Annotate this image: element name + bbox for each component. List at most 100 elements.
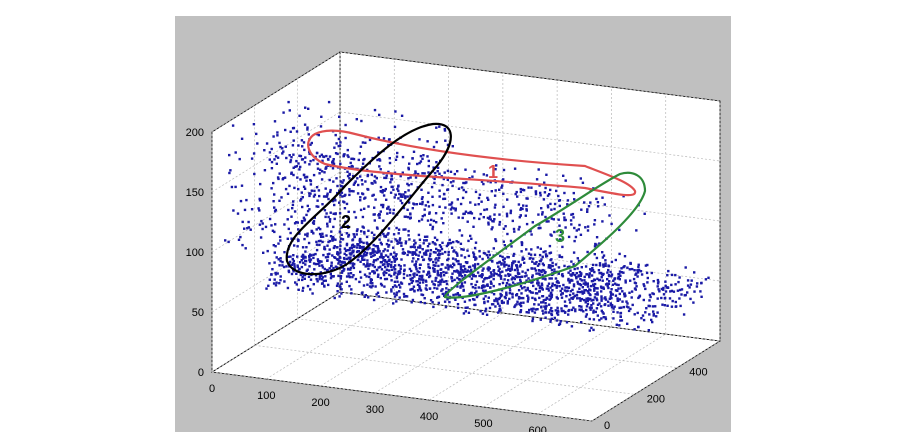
scatter-point <box>563 216 566 219</box>
z-tick-label: 100 <box>186 247 204 259</box>
scatter-point <box>354 180 357 183</box>
scatter-point <box>382 137 386 140</box>
scatter-point <box>326 222 329 225</box>
scatter-point <box>446 263 449 267</box>
scatter-point <box>374 244 377 248</box>
scatter-point <box>397 232 400 235</box>
scatter-point <box>329 235 333 238</box>
scatter-point <box>395 291 399 294</box>
scatter-point <box>308 194 311 198</box>
scatter-point <box>497 261 501 264</box>
scatter-point <box>306 209 310 213</box>
scatter-point <box>545 287 548 290</box>
scatter-point <box>332 246 336 250</box>
scatter-point <box>434 251 437 254</box>
scatter-point <box>554 263 558 266</box>
scatter-point <box>299 273 302 277</box>
scatter-point <box>614 258 617 262</box>
scatter-point <box>356 177 359 180</box>
scatter-point <box>437 264 440 268</box>
scatter-point <box>587 205 591 208</box>
scatter-point <box>236 212 240 215</box>
scatter-point <box>451 246 454 249</box>
scatter-point <box>590 326 593 330</box>
scatter-point <box>563 218 566 222</box>
scatter-point <box>387 205 390 209</box>
scatter-point <box>372 254 375 257</box>
scatter-point <box>420 218 424 221</box>
scatter-point <box>502 178 505 181</box>
scatter-point <box>639 270 643 273</box>
scatter-point <box>550 295 553 299</box>
scatter-point <box>487 266 490 269</box>
scatter-point <box>303 219 306 222</box>
scatter-point <box>321 276 324 279</box>
scatter-point <box>344 193 347 197</box>
scatter-point <box>287 208 290 212</box>
scatter-point <box>598 278 601 282</box>
scatter-point <box>350 157 353 160</box>
scatter-point <box>395 285 398 288</box>
scatter-point <box>283 223 286 226</box>
scatter-point <box>546 194 550 197</box>
scatter-point <box>660 287 663 291</box>
scatter-point <box>373 219 376 222</box>
scatter-point <box>396 187 399 191</box>
scatter-point <box>310 229 313 233</box>
scatter-point <box>493 299 496 303</box>
scatter-point <box>469 210 472 214</box>
scatter-point <box>454 270 458 273</box>
scatter-point <box>400 244 403 247</box>
scatter-point <box>413 243 416 246</box>
scatter-point <box>407 201 411 204</box>
scatter-point <box>346 154 349 157</box>
scatter-point <box>382 259 385 262</box>
scatter-point <box>524 271 527 275</box>
scatter-point <box>320 274 323 277</box>
scatter-point <box>415 203 419 206</box>
scatter-point <box>571 288 574 292</box>
scatter-point <box>392 233 396 236</box>
scatter-point <box>443 197 447 200</box>
scatter-point <box>647 329 650 332</box>
scatter-point <box>649 295 652 299</box>
scatter-point <box>390 240 393 243</box>
scatter-point <box>507 264 510 267</box>
scatter-point <box>373 175 377 178</box>
scatter-point <box>700 295 703 298</box>
scatter-point <box>328 178 331 182</box>
scatter-point <box>296 265 299 269</box>
scatter-point <box>586 290 589 293</box>
scatter-point <box>485 208 489 211</box>
scatter-point <box>492 293 496 296</box>
scatter-point <box>526 288 530 291</box>
scatter-point <box>513 230 516 233</box>
scatter-point <box>454 293 457 296</box>
scatter-point <box>258 199 262 202</box>
scatter-point <box>362 245 365 249</box>
scatter-point <box>403 215 406 218</box>
scatter-point <box>409 176 412 179</box>
scatter-point <box>344 249 348 253</box>
scatter-point <box>600 297 603 300</box>
scatter-point <box>509 269 512 272</box>
scatter-point <box>618 272 621 276</box>
scatter-point <box>272 135 275 138</box>
scatter-point <box>372 298 376 302</box>
scatter-point <box>533 311 537 314</box>
scatter-point <box>693 290 696 293</box>
scatter-point <box>375 177 378 180</box>
scatter-point <box>398 290 401 293</box>
scatter-point <box>450 203 453 206</box>
scatter-point <box>362 241 365 245</box>
scatter-point <box>541 301 545 304</box>
scatter-point <box>624 281 627 284</box>
scatter-point <box>537 272 540 275</box>
scatter-point <box>414 171 417 174</box>
scatter-point <box>409 212 412 215</box>
scatter-point <box>458 294 462 297</box>
scatter-point <box>516 269 519 272</box>
scatter-point <box>450 206 454 209</box>
scatter-point <box>359 196 362 199</box>
scatter-point <box>333 146 336 149</box>
